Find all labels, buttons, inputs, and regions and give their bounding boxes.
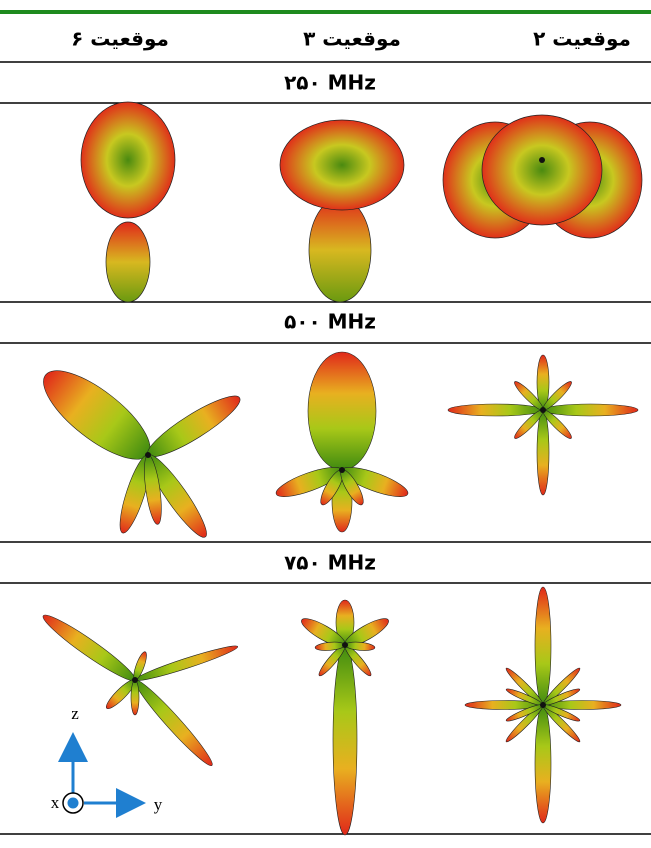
top-rule	[0, 10, 651, 14]
lobe	[106, 222, 150, 302]
row-label: ۵۰۰ MHz	[284, 310, 376, 334]
lobe	[543, 404, 638, 416]
lobe	[130, 675, 217, 770]
center	[539, 157, 545, 163]
lobe	[309, 198, 371, 302]
pattern	[465, 587, 621, 823]
center	[342, 642, 348, 648]
axis-label: y	[154, 795, 163, 814]
x-dot	[68, 798, 79, 809]
pattern	[39, 609, 240, 770]
center	[540, 407, 546, 413]
lobe	[333, 645, 357, 835]
lobe	[81, 102, 175, 218]
lobe	[142, 388, 246, 466]
column-header: موقعیت ۲	[533, 27, 631, 51]
axis-label: x	[51, 793, 60, 812]
lobe	[133, 642, 239, 685]
row-label: ۷۵۰ MHz	[284, 551, 376, 575]
lobe	[280, 120, 404, 210]
lobe	[482, 115, 602, 225]
lobe	[31, 356, 163, 474]
radiation-patterns	[31, 102, 642, 835]
page: موقعیت ۶ موقعیت ۳ موقعیت ۲ ۲۵۰ MHz ۵۰۰ M…	[0, 0, 651, 848]
axis-label: z	[71, 704, 79, 723]
column-header: موقعیت ۶	[71, 27, 169, 51]
row-label: ۲۵۰ MHz	[284, 71, 376, 95]
pattern	[273, 352, 411, 532]
center	[132, 677, 138, 683]
lobe	[535, 587, 551, 705]
center	[339, 467, 345, 473]
axis-icon: z x y	[51, 704, 163, 814]
column-header: موقعیت ۳	[303, 27, 401, 51]
lobe	[448, 404, 543, 416]
lobe	[308, 352, 376, 470]
lobe	[39, 609, 140, 686]
pattern	[298, 600, 392, 835]
lobe	[131, 680, 139, 715]
lobe	[535, 705, 551, 823]
lobe	[537, 410, 549, 495]
pattern	[448, 355, 638, 495]
center	[540, 702, 546, 708]
pattern	[31, 356, 246, 543]
center	[145, 452, 151, 458]
